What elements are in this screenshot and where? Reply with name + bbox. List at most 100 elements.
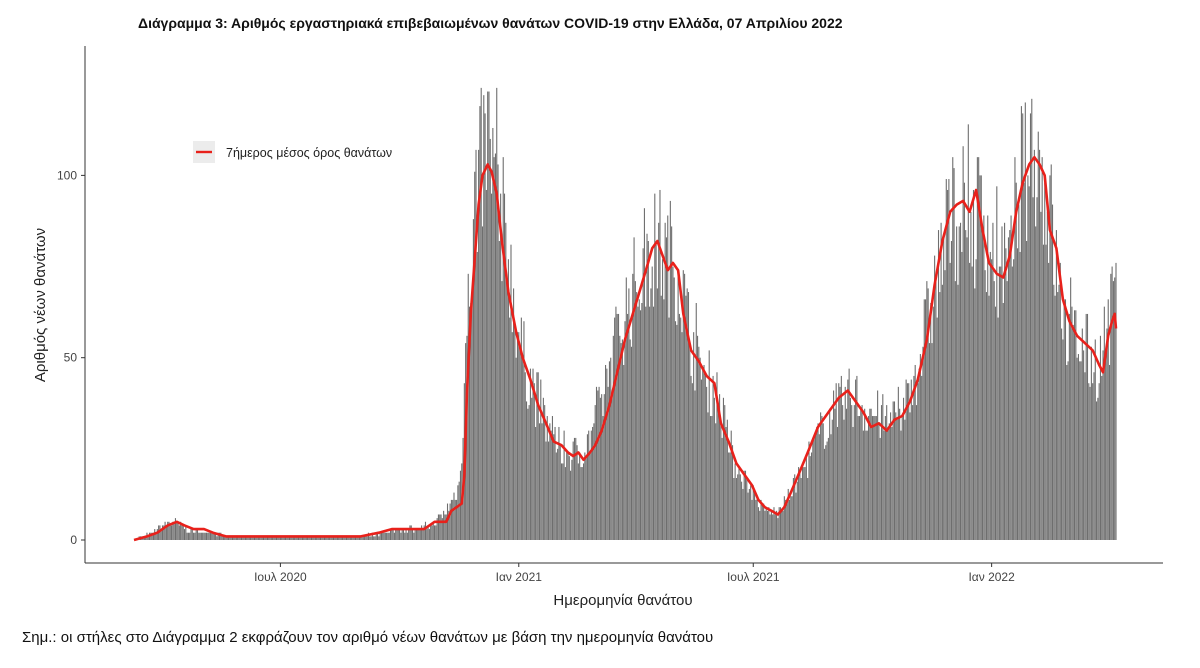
bar <box>145 536 147 540</box>
bar <box>617 313 620 540</box>
bar <box>814 434 816 540</box>
bar <box>792 478 794 540</box>
bar <box>848 368 850 540</box>
bar <box>921 375 923 540</box>
bar <box>577 463 579 540</box>
bar <box>937 230 940 541</box>
bar <box>203 532 205 540</box>
bar <box>500 193 502 540</box>
bar <box>538 423 541 540</box>
bar <box>365 536 367 540</box>
bar <box>427 525 429 540</box>
bar <box>965 230 967 541</box>
bar <box>1062 339 1064 540</box>
bar <box>585 456 587 540</box>
bar <box>255 536 257 540</box>
bar <box>163 525 165 540</box>
bar <box>870 408 872 540</box>
bar <box>189 532 191 540</box>
bar <box>721 437 723 540</box>
bar <box>948 179 950 540</box>
bar <box>533 383 535 540</box>
bar <box>847 379 849 540</box>
bar <box>215 532 217 540</box>
bar <box>195 529 197 540</box>
bar <box>849 397 851 540</box>
bar <box>875 416 877 540</box>
bar <box>956 226 958 540</box>
bar <box>576 445 578 540</box>
bar <box>833 390 835 540</box>
bar <box>430 525 432 540</box>
bar <box>607 386 609 540</box>
bar <box>595 386 598 540</box>
bar <box>913 375 915 540</box>
bar <box>905 379 907 540</box>
bar <box>950 241 953 540</box>
bar <box>628 288 630 540</box>
bar <box>244 536 246 540</box>
bar <box>821 416 823 540</box>
bar <box>378 536 380 540</box>
bar <box>303 536 305 540</box>
bar <box>182 525 184 540</box>
bar <box>1094 339 1096 540</box>
bar <box>772 514 774 540</box>
bar <box>211 532 213 540</box>
bar <box>830 434 832 540</box>
bar <box>520 317 522 540</box>
bar <box>367 532 370 540</box>
bar <box>756 496 758 540</box>
bar <box>347 536 349 540</box>
bar <box>439 514 441 540</box>
bar <box>728 452 730 540</box>
bar <box>362 536 364 540</box>
bar <box>202 532 204 540</box>
bar <box>348 536 350 540</box>
bar <box>1102 350 1104 540</box>
bar <box>659 189 661 540</box>
bar <box>173 521 175 540</box>
bar <box>251 536 253 540</box>
bar <box>457 485 459 540</box>
bar <box>393 532 395 540</box>
bar <box>176 521 178 540</box>
bar <box>786 499 788 540</box>
bar <box>178 525 180 540</box>
bar <box>827 437 829 540</box>
bar <box>660 295 662 540</box>
bar <box>958 226 960 540</box>
bar <box>954 281 956 540</box>
bar <box>834 408 836 540</box>
bar <box>481 226 484 540</box>
bar <box>406 532 408 540</box>
bar <box>864 408 866 540</box>
bar <box>722 397 725 540</box>
bar <box>509 317 511 540</box>
bar <box>720 419 722 540</box>
bar <box>480 87 482 540</box>
bar <box>971 266 973 540</box>
bar <box>172 521 174 540</box>
bar <box>893 401 896 540</box>
bar <box>1054 295 1056 540</box>
bar <box>873 416 875 540</box>
bar <box>489 138 491 540</box>
bar <box>669 200 671 540</box>
bar <box>528 405 530 540</box>
bar <box>448 510 450 540</box>
bar <box>1022 113 1024 541</box>
bar <box>928 343 930 540</box>
bar <box>470 303 472 540</box>
bar <box>260 536 262 540</box>
bar <box>152 532 154 540</box>
bar <box>805 456 807 540</box>
bar <box>922 346 924 540</box>
bar <box>342 536 344 540</box>
bar <box>685 295 687 540</box>
bar <box>391 529 393 540</box>
bar <box>704 372 706 540</box>
bar <box>180 521 182 540</box>
bar <box>243 536 245 540</box>
bar <box>191 529 193 540</box>
